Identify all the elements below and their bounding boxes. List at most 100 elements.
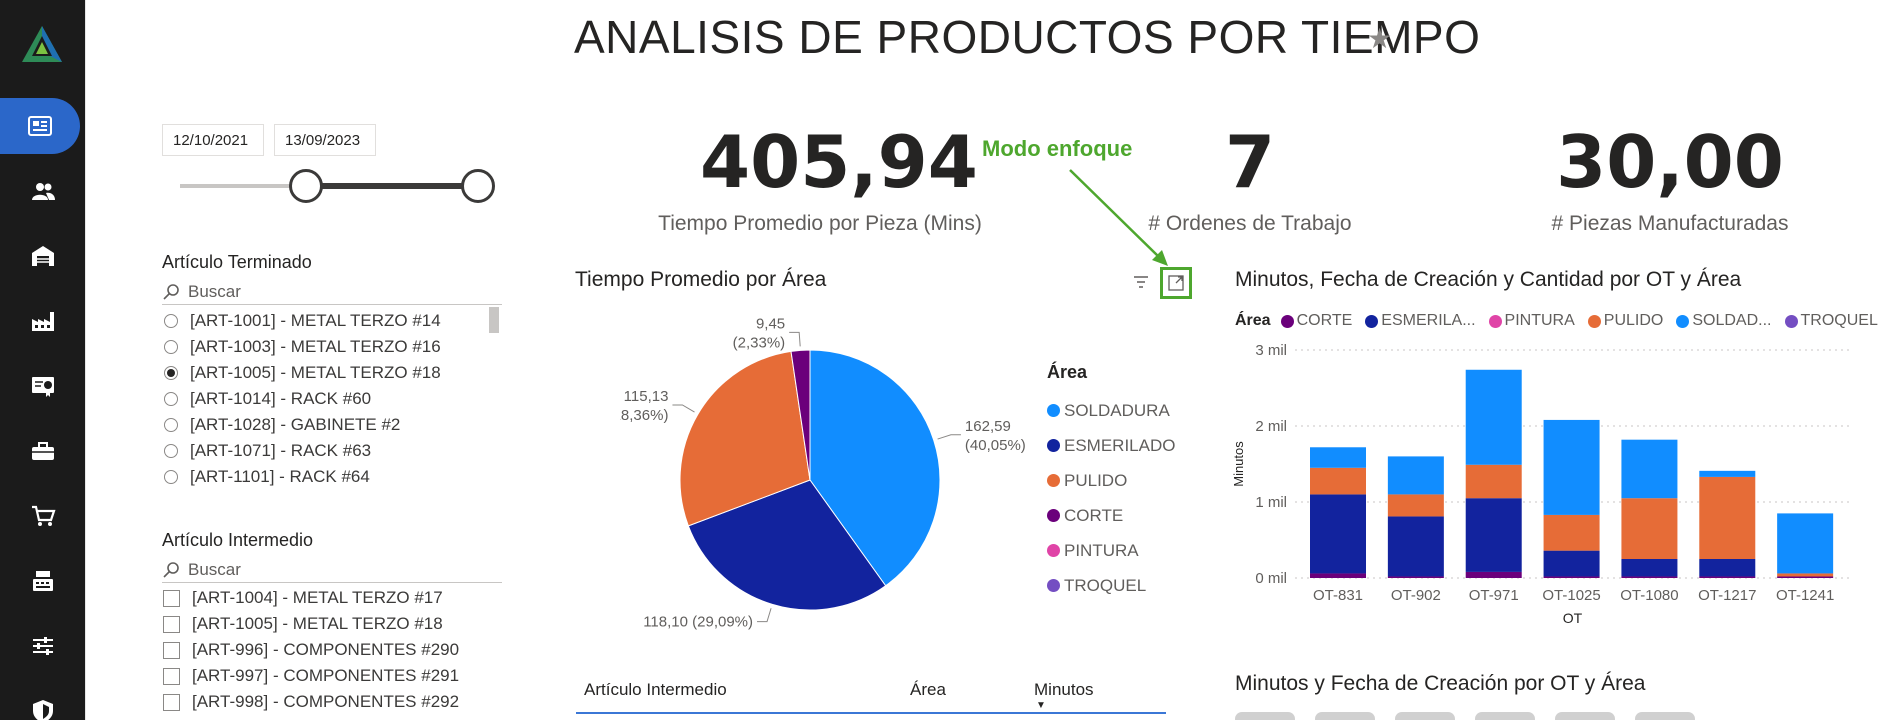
- bar-segment-corte[interactable]: [1310, 573, 1366, 578]
- nav-cash-register[interactable]: [0, 553, 85, 609]
- bar-segment-esmerilado[interactable]: [1465, 498, 1522, 572]
- bar-segment-soldadura[interactable]: [1310, 447, 1366, 468]
- bar-segment-corte[interactable]: [1621, 576, 1678, 578]
- table-col-minutos[interactable]: Minutos: [1034, 680, 1094, 699]
- pie-slice-pulido[interactable]: [679, 350, 811, 527]
- radio-button[interactable]: [164, 392, 178, 406]
- bar-segment-soldadura[interactable]: [1699, 470, 1756, 477]
- bar-legend-item-esmerilado[interactable]: ESMERILA...: [1365, 312, 1476, 330]
- bar-segment-esmerilado[interactable]: [1699, 559, 1756, 577]
- slicer-terminado-search[interactable]: Buscar: [162, 279, 502, 305]
- pie-legend-item-corte[interactable]: CORTE: [1047, 498, 1175, 533]
- bar-legend-item-pintura[interactable]: PINTURA: [1488, 312, 1575, 330]
- nav-factory[interactable]: [0, 293, 85, 349]
- pie-legend-item-pintura[interactable]: PINTURA: [1047, 533, 1175, 568]
- pie-slice-corte[interactable]: [790, 349, 811, 481]
- pie-chart[interactable]: 162,59 (40,05%) 118,10 (29,09%) 115,13 (28,3…: [620, 300, 1040, 640]
- pie-legend-item-esmerilado[interactable]: ESMERILADO: [1047, 428, 1175, 463]
- slicer-terminado-title: Artículo Terminado: [162, 252, 312, 272]
- list-item[interactable]: [ART-1005] - METAL TERZO #18: [162, 360, 502, 386]
- checkbox[interactable]: [163, 693, 180, 711]
- list-item[interactable]: [ART-1071] - RACK #63: [162, 438, 502, 464]
- pie-legend-item-troquel[interactable]: TROQUEL: [1047, 568, 1175, 603]
- sort-desc-icon[interactable]: ▼: [1036, 700, 1046, 711]
- checkbox[interactable]: [163, 641, 180, 659]
- bar-segment-corte[interactable]: [1699, 576, 1756, 578]
- pie-legend-item-pulido[interactable]: PULIDO: [1047, 463, 1175, 498]
- bar-segment-pulido[interactable]: [1777, 573, 1834, 577]
- bar-segment-soldadura[interactable]: [1777, 513, 1834, 574]
- bar-segment-corte[interactable]: [1777, 576, 1834, 578]
- bar-segment-pulido[interactable]: [1699, 476, 1756, 559]
- bar-segment-corte[interactable]: [1543, 576, 1600, 578]
- list-item[interactable]: [ART-1003] - METAL TERZO #16: [162, 334, 502, 360]
- bar-segment-soldadura[interactable]: [1543, 419, 1600, 515]
- bar-segment-pulido[interactable]: [1543, 514, 1600, 551]
- bar-chart[interactable]: 0 mil 1 mil 2 mil 3 mil Minutos OT-831 OT-902 O…: [1225, 335, 1865, 635]
- checkbox[interactable]: [163, 615, 180, 633]
- nav-warehouse[interactable]: [0, 228, 85, 284]
- bar-legend-item-pulido[interactable]: PULIDO: [1587, 312, 1663, 330]
- list-item[interactable]: [ART-1028] - GABINETE #2: [162, 412, 502, 438]
- pie-slice-soldadura[interactable]: [809, 349, 941, 587]
- bar-legend-item-soldadura[interactable]: SOLDAD...: [1676, 312, 1772, 330]
- focus-mode-button[interactable]: [1160, 267, 1192, 299]
- list-item[interactable]: [ART-996] - COMPONENTES #290: [162, 637, 502, 663]
- date-end-input[interactable]: 13/09/2023: [274, 124, 376, 156]
- bar-segment-esmerilado[interactable]: [1387, 516, 1444, 577]
- legend-dot: [1047, 579, 1060, 592]
- checkbox[interactable]: [163, 589, 180, 607]
- checkbox[interactable]: [163, 667, 180, 685]
- bar-segment-esmerilado[interactable]: [1621, 559, 1678, 577]
- bar-segment-corte[interactable]: [1465, 571, 1522, 578]
- table-col-area[interactable]: Área: [910, 680, 946, 699]
- bar-legend-item-corte[interactable]: CORTE: [1280, 312, 1352, 330]
- list-item[interactable]: [ART-1004] - METAL TERZO #17: [162, 585, 502, 611]
- app-logo-icon[interactable]: [18, 22, 66, 70]
- radio-button[interactable]: [164, 340, 178, 354]
- nav-settings[interactable]: [0, 618, 85, 674]
- radio-button[interactable]: [164, 470, 178, 484]
- legend-dot: [1047, 404, 1060, 417]
- nav-certificate[interactable]: [0, 358, 85, 414]
- filter-icon[interactable]: [1132, 273, 1150, 291]
- bar-segment-esmerilado[interactable]: [1310, 494, 1366, 574]
- radio-button[interactable]: [164, 314, 178, 328]
- radio-button[interactable]: [164, 418, 178, 432]
- nav-toolbox[interactable]: [0, 423, 85, 479]
- date-slider-end-handle[interactable]: [461, 169, 495, 203]
- date-slider-start-handle[interactable]: [289, 169, 323, 203]
- favorite-star-icon[interactable]: ★: [1367, 22, 1393, 55]
- list-item[interactable]: [ART-1014] - RACK #60: [162, 386, 502, 412]
- pie-slice-esmerilado[interactable]: [687, 479, 887, 611]
- bar-segment-soldadura[interactable]: [1387, 456, 1444, 495]
- slicer-intermedio-search[interactable]: Buscar: [162, 557, 502, 583]
- slicer-scrollbar[interactable]: [489, 307, 499, 333]
- list-item-label: [ART-997] - COMPONENTES #291: [192, 666, 460, 685]
- bar-segment-pulido[interactable]: [1310, 467, 1366, 495]
- nav-security[interactable]: [0, 683, 85, 720]
- bar-segment-corte[interactable]: [1387, 576, 1444, 578]
- focus-mode-annotation: Modo enfoque: [982, 136, 1133, 161]
- list-item[interactable]: [ART-997] - COMPONENTES #291: [162, 663, 502, 689]
- radio-button[interactable]: [164, 366, 178, 380]
- bar-segment-pulido[interactable]: [1387, 494, 1444, 517]
- table-col-articulo[interactable]: Artículo Intermedio: [584, 680, 727, 699]
- bar-segment-pulido[interactable]: [1621, 498, 1678, 559]
- list-item[interactable]: [ART-1001] - METAL TERZO #14: [162, 308, 502, 334]
- list-item[interactable]: [ART-998] - COMPONENTES #292: [162, 689, 502, 715]
- nav-report[interactable]: [0, 98, 80, 154]
- date-start-input[interactable]: 12/10/2021: [162, 124, 264, 156]
- list-item[interactable]: [ART-1005] - METAL TERZO #18: [162, 611, 502, 637]
- list-item[interactable]: [ART-1101] - RACK #64: [162, 464, 502, 490]
- bar-segment-soldadura[interactable]: [1465, 369, 1522, 465]
- nav-cart[interactable]: [0, 488, 85, 544]
- nav-users[interactable]: [0, 163, 85, 219]
- bar-legend-item-troquel[interactable]: TROQUEL: [1784, 312, 1878, 330]
- bar-segment-soldadura[interactable]: [1621, 439, 1678, 499]
- radio-button[interactable]: [164, 444, 178, 458]
- list-item-label: [ART-1005] - METAL TERZO #18: [192, 614, 443, 633]
- bar-segment-pulido[interactable]: [1465, 464, 1522, 499]
- pie-legend-item-soldadura[interactable]: SOLDADURA: [1047, 393, 1175, 428]
- bar-segment-esmerilado[interactable]: [1543, 550, 1600, 577]
